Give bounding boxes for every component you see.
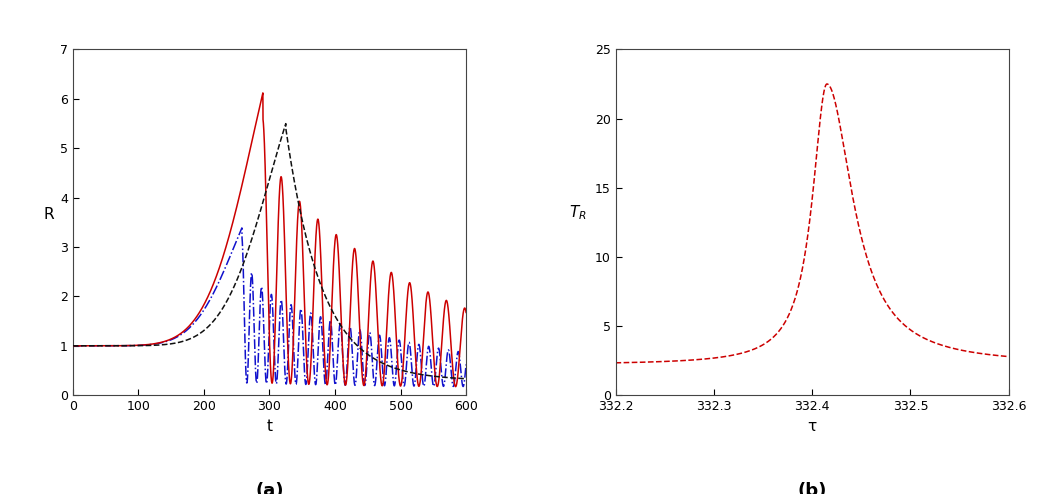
X-axis label: τ: τ: [807, 418, 816, 434]
Text: (b): (b): [798, 482, 827, 494]
Text: (a): (a): [255, 482, 284, 494]
Y-axis label: $T_R$: $T_R$: [569, 204, 587, 222]
X-axis label: t: t: [266, 418, 272, 434]
Y-axis label: R: R: [44, 207, 54, 222]
